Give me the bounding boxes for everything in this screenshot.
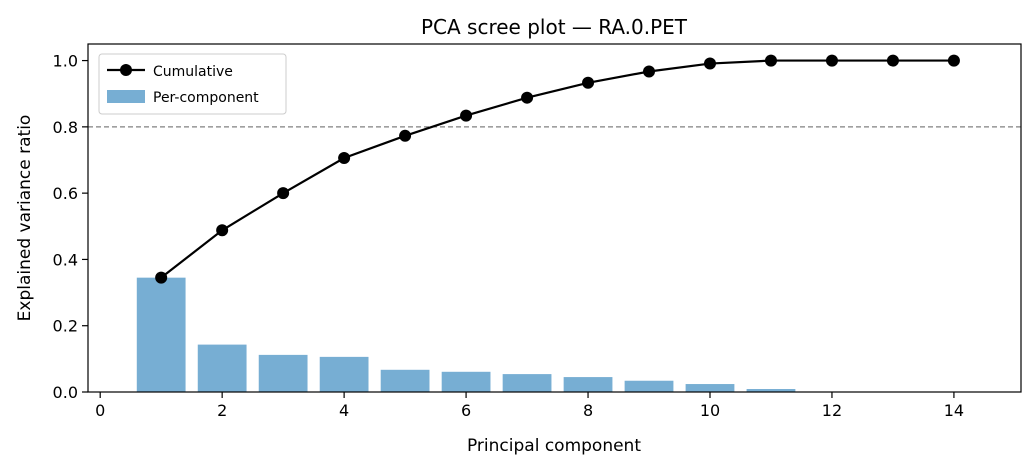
- cumulative-point-2: [216, 224, 229, 237]
- cumulative-point-10: [704, 57, 716, 70]
- cumulative-point-9: [643, 65, 656, 78]
- x-tick-label: 10: [700, 401, 720, 420]
- cumulative-point-8: [582, 76, 595, 89]
- bar-5: [380, 369, 430, 392]
- x-tick-label: 8: [583, 401, 593, 420]
- x-tick-label: 6: [461, 401, 471, 420]
- y-axis-label: Explained variance ratio: [15, 115, 35, 322]
- bar-8: [563, 377, 613, 392]
- y-tick-label: 0.8: [53, 118, 78, 137]
- x-tick-label: 0: [95, 401, 105, 420]
- y-tick-label: 0.6: [53, 184, 78, 203]
- x-tick-label: 14: [944, 401, 964, 420]
- bar-4: [319, 356, 369, 392]
- bar-1: [136, 277, 186, 392]
- legend: [98, 53, 287, 115]
- cumulative-line: [160, 59, 954, 279]
- bar-11: [746, 389, 796, 392]
- bar-10: [685, 384, 735, 392]
- legend-bar-swatch: [107, 90, 145, 103]
- cumulative-point-7: [521, 91, 534, 104]
- x-tick-label: 12: [822, 401, 842, 420]
- x-tick-label: 2: [217, 401, 227, 420]
- chart-title: PCA scree plot — RA.0.PET: [421, 15, 688, 39]
- x-axis-label: Principal component: [467, 436, 641, 456]
- y-tick-label: 0.4: [53, 250, 78, 269]
- y-tick-label: 1.0: [53, 52, 78, 71]
- legend-label-per-component: Per-component: [153, 90, 259, 106]
- cumulative-point-11: [764, 54, 777, 67]
- cumulative-point-5: [399, 129, 412, 142]
- bar-7: [502, 374, 552, 392]
- cumulative-point-3: [277, 187, 290, 200]
- cumulative-point-6: [460, 109, 473, 122]
- bar-6: [441, 371, 491, 392]
- plot-frame: [87, 43, 1022, 393]
- cumulative-point-12: [825, 54, 838, 67]
- bar-9: [624, 380, 674, 392]
- y-tick-label: 0.0: [53, 383, 78, 402]
- cumulative-point-14: [947, 54, 960, 67]
- legend-label-cumulative: Cumulative: [153, 64, 233, 80]
- bar-3: [258, 354, 308, 392]
- legend-marker: [120, 64, 132, 76]
- x-tick-label: 4: [339, 401, 349, 420]
- cumulative-point-1: [155, 271, 168, 284]
- cumulative-point-13: [886, 54, 899, 67]
- bar-2: [197, 344, 247, 392]
- y-tick-label: 0.2: [53, 317, 78, 336]
- cumulative-point-4: [338, 152, 351, 165]
